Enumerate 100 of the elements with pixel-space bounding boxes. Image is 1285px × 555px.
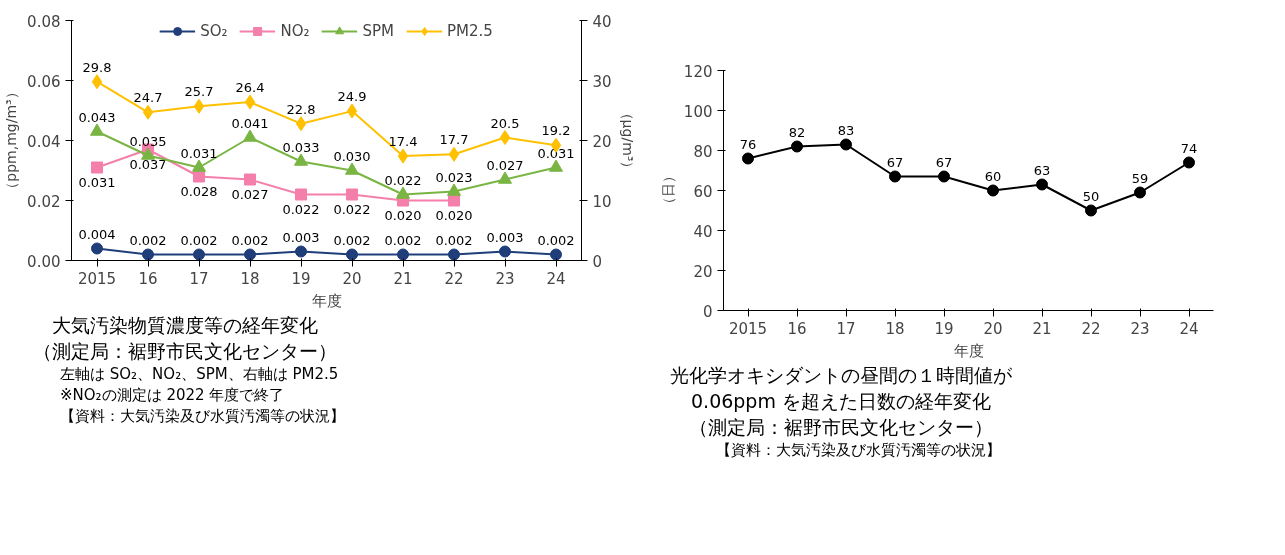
y-tick-label: 0.00 [27, 252, 61, 271]
data-label: 0.004 [78, 226, 116, 242]
text: （測定局：裾野市民文化センター） [688, 415, 994, 440]
data-label: 0.002 [333, 232, 371, 248]
text: ※NO₂の測定は 2022 年度で終了 [59, 385, 285, 406]
data-label: 82 [788, 124, 806, 140]
point [549, 159, 563, 172]
data-label: 83 [837, 122, 855, 138]
point [396, 186, 410, 199]
point [550, 248, 562, 261]
y-axis-title: （日） [659, 169, 676, 212]
x-tick-label: 16 [787, 319, 807, 338]
x-tick-label: 20 [983, 319, 1003, 338]
data-label: 0.041 [231, 115, 269, 131]
y2-tick-label: 0 [592, 252, 603, 271]
x-tick-label: 17 [836, 319, 856, 338]
point [1036, 178, 1048, 191]
data-label: 60 [984, 168, 1002, 184]
data-label: 0.002 [231, 232, 269, 248]
point [294, 153, 308, 166]
x-tick-label: 21 [1032, 319, 1052, 338]
x-axis-title: 年度 [953, 341, 984, 360]
x-tick-label: 24 [1179, 319, 1199, 338]
y-tick-label: 100 [683, 102, 713, 121]
x-tick-label: 2015 [77, 269, 117, 288]
point [192, 159, 206, 172]
data-label: 0.035 [129, 133, 167, 149]
data-label: 0.003 [282, 229, 320, 245]
data-label: 17.4 [388, 134, 418, 150]
point [1134, 186, 1146, 199]
y-tick-label: 0.06 [27, 72, 61, 91]
x-tick-label: 19 [934, 319, 954, 338]
point [742, 152, 754, 165]
y-tick-label: 0.02 [27, 192, 61, 211]
point [295, 188, 307, 201]
point [791, 140, 803, 153]
y-tick-label: 0.08 [27, 12, 61, 31]
point [295, 116, 307, 132]
data-label: 20.5 [490, 115, 520, 131]
data-label: 0.002 [537, 232, 575, 248]
y-axis-title: （ppm,mg/m³） [3, 85, 20, 196]
data-label: 0.020 [384, 207, 422, 223]
data-label: 0.043 [78, 109, 116, 125]
point [90, 123, 104, 136]
point [397, 148, 409, 164]
legend-label: NO₂ [280, 22, 310, 40]
x-tick-label: 23 [495, 269, 515, 288]
point [447, 183, 461, 196]
point [193, 98, 205, 114]
data-label: 0.020 [435, 207, 473, 223]
data-label: 19.2 [541, 123, 571, 139]
data-label: 67 [935, 154, 953, 170]
legend-label: PM2.5 [447, 22, 493, 40]
y2-tick-label: 40 [592, 12, 612, 31]
text: 【資料：大気汚染及び水質汚濁等の状況】 [59, 406, 345, 427]
point [244, 173, 256, 186]
y-tick-label: 60 [693, 182, 713, 201]
point [499, 245, 511, 258]
y2-tick-label: 10 [592, 192, 612, 211]
data-label: 76 [739, 136, 757, 152]
x-tick-label: 23 [1130, 319, 1150, 338]
point [889, 170, 901, 183]
data-label: 63 [1033, 162, 1051, 178]
data-label: 29.8 [82, 59, 112, 75]
data-label: 0.003 [486, 229, 524, 245]
data-label: 74 [1180, 140, 1198, 156]
x-axis-title: 年度 [311, 291, 342, 310]
legend-label: SO₂ [200, 22, 228, 40]
point [397, 248, 409, 261]
x-tick-label: 16 [138, 269, 158, 288]
data-label: 26.4 [235, 80, 265, 96]
data-label: 0.031 [180, 145, 218, 161]
data-label: 0.031 [78, 174, 116, 190]
point [91, 161, 103, 174]
data-label: 0.002 [180, 232, 218, 248]
point [448, 194, 460, 207]
data-label: 0.030 [333, 148, 371, 164]
x-tick-label: 18 [240, 269, 260, 288]
point [1085, 204, 1097, 217]
x-tick-label: 22 [444, 269, 464, 288]
y-tick-label: 0.04 [27, 132, 61, 151]
data-label: 0.023 [435, 169, 473, 185]
point [244, 94, 256, 110]
x-tick-label: 2015 [728, 319, 768, 338]
point [346, 188, 358, 201]
x-tick-label: 18 [885, 319, 905, 338]
data-label: 0.037 [129, 156, 167, 172]
data-label: 0.022 [282, 201, 320, 217]
y2-axis-title: （μg/m³） [619, 105, 636, 176]
y2-tick-label: 20 [592, 132, 612, 151]
point [1183, 156, 1195, 169]
point [295, 245, 307, 258]
y-tick-label: 120 [683, 62, 713, 81]
point [448, 146, 460, 162]
text: 左軸は SO₂、NO₂、SPM、右軸は PM2.5 [59, 364, 339, 385]
data-label: 22.8 [286, 101, 316, 117]
point [91, 242, 103, 255]
data-label: 0.031 [537, 145, 575, 161]
y-tick-label: 0 [702, 302, 713, 321]
point [346, 248, 358, 261]
